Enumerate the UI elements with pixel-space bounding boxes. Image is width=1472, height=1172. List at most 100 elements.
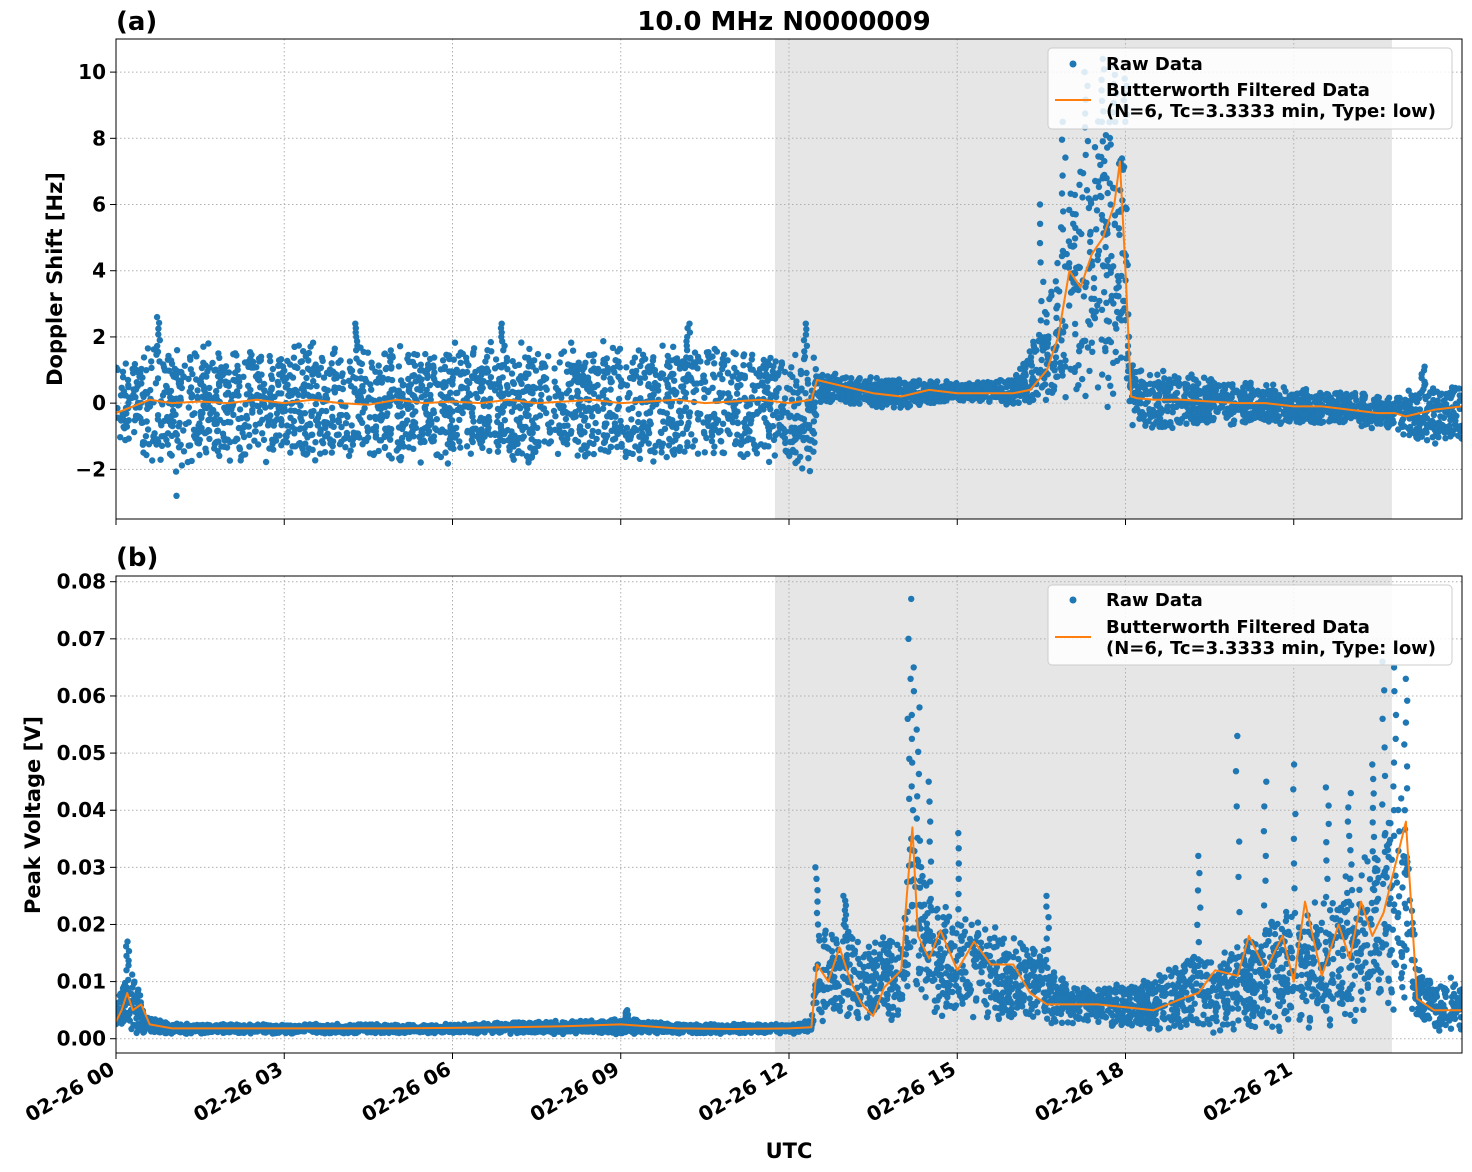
raw-data-point — [220, 419, 228, 427]
raw-data-point — [1143, 390, 1151, 398]
raw-data-point — [1331, 417, 1338, 424]
raw-data-point — [635, 410, 642, 418]
raw-data-point — [676, 444, 684, 451]
raw-data-point — [487, 374, 495, 381]
raw-data-point — [331, 349, 338, 356]
raw-data-point — [1173, 389, 1181, 397]
raw-data-point — [1167, 419, 1174, 426]
raw-data-point — [432, 379, 439, 387]
raw-data-point — [1346, 413, 1353, 420]
raw-data-point — [253, 402, 261, 410]
raw-data-point — [528, 417, 536, 424]
raw-data-point — [1109, 184, 1117, 191]
raw-data-point — [1013, 372, 1020, 379]
raw-data-point — [824, 373, 831, 380]
raw-data-point — [131, 417, 139, 424]
raw-data-point — [431, 354, 438, 361]
raw-data-point — [1115, 277, 1122, 285]
raw-data-point — [1122, 204, 1130, 211]
raw-data-point — [604, 369, 611, 376]
raw-data-point — [1261, 390, 1268, 398]
raw-data-point — [1107, 382, 1114, 389]
raw-data-point — [236, 406, 244, 413]
raw-data-point — [397, 403, 405, 410]
raw-data-point — [815, 392, 822, 399]
raw-data-point — [517, 373, 525, 380]
legend-box-a — [1047, 47, 1453, 130]
raw-data-point — [326, 366, 334, 373]
raw-data-point — [1200, 374, 1208, 381]
raw-data-point — [1077, 342, 1085, 349]
raw-data-point — [1020, 361, 1027, 369]
raw-data-point — [509, 452, 516, 460]
raw-data-point — [642, 423, 650, 430]
raw-data-point — [496, 384, 504, 392]
plot-data — [116, 55, 1462, 499]
raw-data-point — [704, 417, 712, 424]
raw-data-point — [1374, 399, 1382, 406]
raw-data-point — [1102, 347, 1109, 355]
raw-data-point — [225, 382, 233, 390]
raw-data-point — [1248, 410, 1255, 417]
raw-data-point — [859, 383, 867, 390]
raw-data-point — [356, 359, 363, 366]
raw-data-point — [475, 366, 483, 373]
raw-data-point — [422, 350, 429, 358]
raw-data-point — [623, 382, 631, 389]
raw-data-point — [726, 430, 733, 438]
raw-data-point — [541, 438, 548, 445]
raw-data-point — [806, 407, 813, 414]
raw-data-point — [1303, 997, 1310, 1005]
raw-data-point — [297, 414, 304, 421]
raw-data-point — [1218, 392, 1225, 399]
raw-data-point — [792, 351, 799, 359]
raw-data-point — [820, 385, 827, 392]
raw-data-point — [251, 428, 259, 435]
raw-data-point — [446, 405, 453, 412]
raw-data-peak — [1036, 220, 1044, 227]
raw-data-point — [523, 453, 531, 460]
raw-data-point — [637, 362, 644, 370]
raw-data-point — [520, 388, 527, 395]
raw-data-point — [487, 383, 494, 390]
raw-data-point — [989, 386, 996, 393]
raw-data-point — [1058, 337, 1065, 344]
raw-data-point — [1398, 418, 1406, 425]
raw-data-point — [554, 450, 562, 458]
raw-data-point — [790, 389, 797, 396]
raw-data-point — [667, 372, 675, 379]
raw-data-point — [287, 414, 294, 421]
raw-data-point — [456, 416, 463, 424]
raw-data-point — [366, 450, 374, 457]
raw-data-point — [618, 428, 625, 435]
legend-raw-label-a: Raw Data — [1106, 54, 1203, 75]
raw-data-point — [1400, 423, 1408, 430]
raw-data-point — [640, 432, 647, 439]
raw-data-point — [1271, 930, 1279, 938]
raw-data-point — [121, 425, 128, 432]
raw-data-point — [1331, 412, 1338, 419]
raw-data-point — [1423, 421, 1431, 429]
raw-data-point — [1109, 390, 1117, 397]
raw-data-point — [1110, 263, 1117, 270]
raw-data-point — [308, 408, 315, 415]
raw-data-point — [230, 391, 237, 398]
raw-data-point — [508, 370, 516, 377]
raw-data-point — [1115, 283, 1122, 291]
raw-data-point — [1091, 295, 1098, 303]
raw-data-point — [1053, 314, 1060, 322]
raw-data-point — [1123, 355, 1130, 362]
raw-data-point — [1021, 396, 1029, 404]
raw-data-point — [530, 383, 537, 391]
raw-data-point — [802, 390, 809, 397]
raw-data-point — [131, 428, 138, 436]
raw-data-point — [585, 382, 592, 389]
raw-data-point — [203, 404, 210, 412]
raw-data-point — [806, 436, 813, 444]
raw-data-point — [1435, 422, 1442, 429]
raw-data-point — [870, 396, 877, 403]
raw-data-point — [1085, 204, 1093, 212]
raw-data-point — [364, 424, 371, 431]
raw-data-point — [222, 369, 230, 376]
raw-data-point — [812, 366, 819, 373]
